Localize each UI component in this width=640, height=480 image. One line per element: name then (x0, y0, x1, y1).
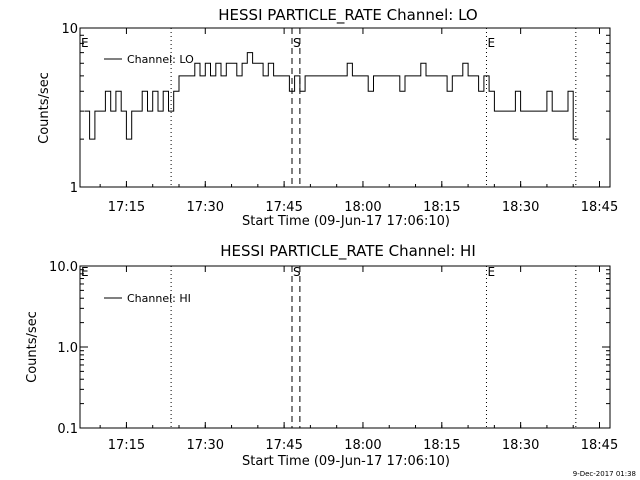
y-tick-label: 1 (70, 181, 78, 196)
x-tick-label: 18:00 (344, 200, 381, 215)
ticks-lo: 17:15 17:30 17:45 18:00 18:15 18:30 18:45 1 10 (61, 22, 618, 215)
x-tick-label: 18:30 (502, 200, 539, 215)
legend-label-hi: Channel: HI (127, 292, 191, 305)
chart-title-lo: HESSI PARTICLE_RATE Channel: LO (218, 6, 477, 25)
x-tick-label: 18:15 (423, 200, 460, 215)
x-tick-label: 17:30 (187, 438, 224, 453)
event-marker-label: S (293, 265, 301, 279)
event-marker-label: E (81, 36, 89, 50)
x-tick-label: 17:45 (265, 438, 302, 453)
legend-lo: Channel: LO (104, 53, 194, 66)
x-tick-label: 18:15 (423, 438, 460, 453)
x-tick-label: 18:45 (581, 438, 618, 453)
legend-hi: Channel: HI (104, 292, 191, 305)
y-axis-label-hi: Counts/sec (25, 311, 40, 383)
series-lo (84, 52, 579, 140)
panel-hi: HESSI PARTICLE_RATE Channel: HI Counts/s… (25, 242, 618, 469)
x-tick-label: 17:15 (108, 438, 145, 453)
x-tick-label: 17:45 (265, 200, 302, 215)
event-marker-label: E (487, 36, 495, 50)
series-line (84, 52, 579, 140)
y-axis-label-lo: Counts/sec (37, 72, 52, 144)
x-tick-label: 17:15 (108, 200, 145, 215)
y-tick-label: 1.0 (57, 341, 78, 356)
x-tick-label: 18:45 (581, 200, 618, 215)
x-tick-label: 17:30 (187, 200, 224, 215)
ticks-hi: 17:15 17:30 17:45 18:00 18:15 18:30 18:45 0.1 1.… (49, 260, 618, 453)
y-tick-label: 10 (61, 22, 78, 37)
y-tick-label: 0.1 (57, 422, 78, 437)
footer-timestamp: 9-Dec-2017 01:38 (573, 470, 636, 478)
plot-frame-lo (79, 27, 611, 188)
panel-lo: HESSI PARTICLE_RATE Channel: LO Counts/s… (37, 6, 618, 229)
x-tick-label: 18:30 (502, 438, 539, 453)
legend-label-lo: Channel: LO (127, 53, 194, 66)
x-tick-label: 18:00 (344, 438, 381, 453)
plot-frame-hi (79, 265, 611, 429)
chart-title-hi: HESSI PARTICLE_RATE Channel: HI (220, 242, 476, 261)
event-marker-label: E (81, 265, 89, 279)
event-marker-label: E (487, 265, 495, 279)
y-tick-label: 10.0 (49, 260, 78, 275)
event-marker-label: S (293, 36, 301, 50)
x-axis-label-hi: Start Time (09-Jun-17 17:06:10) (242, 454, 450, 469)
x-axis-label-lo: Start Time (09-Jun-17 17:06:10) (242, 214, 450, 229)
